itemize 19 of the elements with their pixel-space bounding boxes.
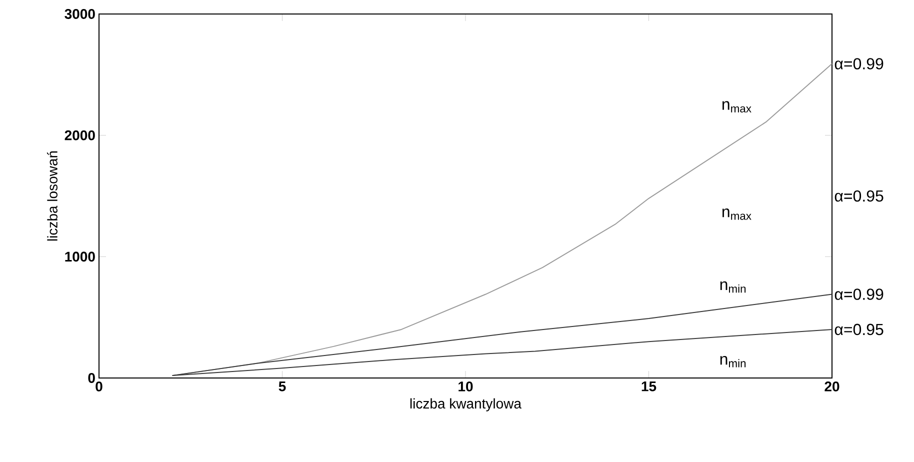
annotation: n$_{min}$ <box>720 356 746 368</box>
y-tick-label: 2000 <box>64 130 95 140</box>
x-tick-label: 0 <box>96 382 102 392</box>
y-tick-label: 0 <box>88 373 95 383</box>
x-tick-label: 5 <box>278 382 286 392</box>
x-tick-label: 15 <box>642 382 656 392</box>
series-label: α=0.95 <box>834 324 884 336</box>
y-tick-label: 3000 <box>64 9 95 19</box>
series-label: α=0.99 <box>834 58 884 70</box>
y-axis-title: liczba losowań <box>47 151 58 241</box>
text: α=0.95 <box>834 190 884 202</box>
series-label: α=0.99 <box>834 288 884 300</box>
annotation: n$_{min}$ <box>720 281 746 293</box>
x-axis-title: liczba kwantylowa <box>410 398 522 412</box>
x-tick-label: 10 <box>458 382 473 392</box>
x-tick-label: 20 <box>824 382 840 392</box>
y-tick-label: 1000 <box>65 252 95 262</box>
annotation: n$_{max}$ <box>722 101 752 112</box>
annotation: n$_{max}$ <box>722 208 752 220</box>
